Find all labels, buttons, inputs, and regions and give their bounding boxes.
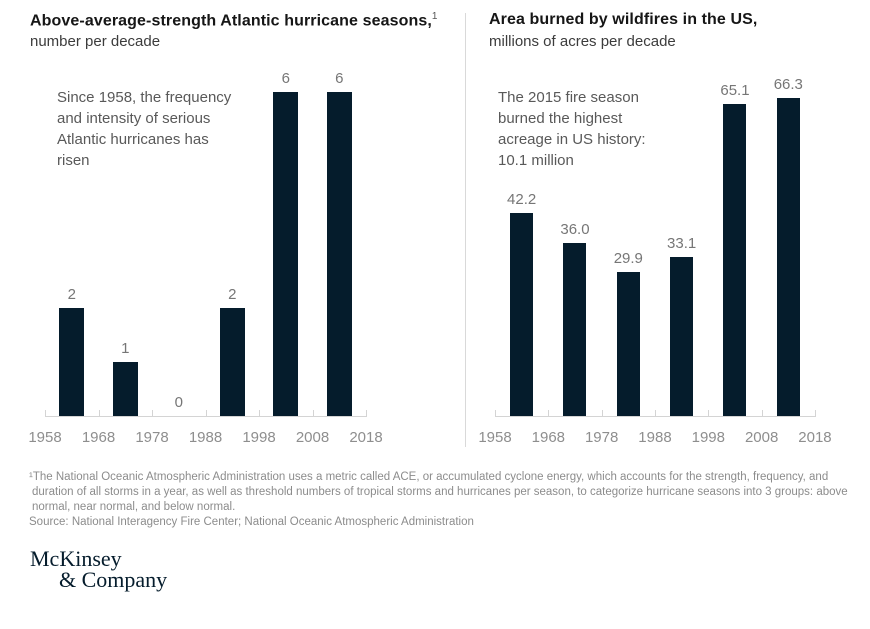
value-label: 2 — [67, 286, 76, 303]
annotation-line: and intensity of serious — [57, 110, 211, 127]
wildfire-chart-title-text: Area burned by wildfires in the US, — [489, 11, 758, 28]
footnote-line: duration of all storms in a year, as wel… — [32, 486, 848, 498]
x-axis-tick — [98, 410, 100, 416]
x-axis-label: 1978 — [135, 429, 169, 446]
x-axis-label: 1968 — [531, 429, 566, 446]
footnote-line: normal, near normal, and below normal. — [32, 501, 236, 513]
bar — [112, 362, 138, 416]
bar — [670, 257, 694, 416]
x-axis-label: 2018 — [349, 429, 383, 446]
value-label: 36.0 — [560, 221, 590, 238]
bar — [326, 92, 352, 416]
bar — [510, 213, 534, 416]
hurricane-chart-title-text: Above-average-strength Atlantic hurrican… — [30, 12, 432, 30]
x-axis-label: 1958 — [28, 429, 62, 446]
x-axis-label: 2008 — [295, 429, 330, 446]
value-label: 2 — [228, 286, 237, 303]
hurricane-chart-annotation: Since 1958, the frequency and intensity … — [57, 87, 231, 171]
x-axis-tick — [205, 410, 207, 416]
x-axis-tick — [45, 410, 46, 416]
x-axis-tick — [708, 410, 710, 416]
x-axis-tick — [601, 410, 603, 416]
wildfire-bar-plot: 1958 1968 1978 1988 1998 2008 2018 42.2 36.0 29.9… — [466, 0, 870, 455]
hurricane-chart-title: Above-average-strength Atlantic hurrican… — [30, 11, 438, 30]
panel-divider — [465, 13, 466, 447]
bar — [59, 308, 85, 416]
bar — [723, 104, 747, 416]
wildfire-chart-annotation: The 2015 fire season burned the highest … — [498, 87, 646, 171]
footnote: ¹The National Oceanic Atmospheric Admini… — [29, 470, 848, 530]
x-axis-tick — [814, 410, 816, 416]
x-axis-tick — [366, 410, 367, 416]
mckinsey-logo: McKinsey & Company — [30, 546, 168, 592]
hurricane-chart-panel: Above-average-strength Atlantic hurrican… — [0, 0, 465, 455]
bar — [273, 92, 299, 416]
x-axis-label: 1988 — [638, 429, 672, 446]
x-axis-tick — [761, 410, 763, 416]
x-axis-line — [45, 416, 367, 417]
annotation-line: risen — [57, 152, 90, 169]
x-axis-label: 2008 — [744, 429, 779, 446]
value-label: 65.1 — [720, 82, 750, 99]
annotation-line: The 2015 fire season — [498, 89, 639, 106]
x-axis-line — [495, 416, 816, 417]
footnote-line: ¹The National Oceanic Atmospheric Admini… — [29, 471, 829, 483]
hurricane-chart-subtitle: number per decade — [30, 33, 161, 50]
wildfire-chart-title: Area burned by wildfires in the US, — [489, 11, 757, 29]
annotation-line: Since 1958, the frequency — [57, 89, 232, 106]
footnote-marker: 1 — [431, 11, 438, 22]
x-axis-label: 1998 — [691, 429, 725, 446]
x-axis-tick — [495, 410, 496, 416]
x-axis-tick — [152, 410, 153, 416]
logo-line-2: & Company — [59, 567, 168, 592]
value-label: 33.1 — [667, 235, 697, 252]
annotation-line: burned the highest — [498, 110, 623, 127]
value-label: 66.3 — [773, 76, 803, 93]
bar — [219, 308, 245, 416]
value-label: 42.2 — [507, 191, 537, 208]
x-axis-tick — [259, 410, 260, 416]
wildfire-chart-panel: Area burned by wildfires in the US, mill… — [466, 0, 870, 455]
x-axis-label: 1998 — [242, 429, 276, 446]
bar — [616, 272, 640, 416]
value-label: 29.9 — [613, 250, 643, 267]
source-line: Source: National Interagency Fire Center… — [29, 516, 474, 528]
x-axis-label: 2018 — [798, 429, 832, 446]
value-label: 0 — [174, 394, 183, 411]
logo-line-1: McKinsey — [30, 546, 122, 571]
x-axis-tick — [654, 410, 656, 416]
x-axis-label: 1968 — [81, 429, 116, 446]
x-axis-label: 1988 — [188, 429, 223, 446]
value-label: 1 — [121, 340, 130, 357]
x-axis-label: 1958 — [478, 429, 512, 446]
annotation-line: Atlantic hurricanes has — [57, 131, 209, 148]
value-label: 6 — [281, 70, 290, 87]
hurricane-bar-plot: 1958 1968 1978 1988 1998 2008 2018 2 1 0 2 6 6 — [0, 0, 465, 455]
value-label: 6 — [335, 70, 344, 87]
bar — [776, 98, 800, 416]
wildfire-chart-subtitle: millions of acres per decade — [489, 33, 676, 50]
x-axis-tick — [312, 410, 314, 416]
bar — [563, 243, 587, 416]
x-axis-tick — [548, 410, 550, 416]
annotation-line: acreage in US history: — [498, 131, 646, 148]
x-axis-label: 1978 — [584, 429, 619, 446]
annotation-line: 10.1 million — [498, 152, 574, 169]
